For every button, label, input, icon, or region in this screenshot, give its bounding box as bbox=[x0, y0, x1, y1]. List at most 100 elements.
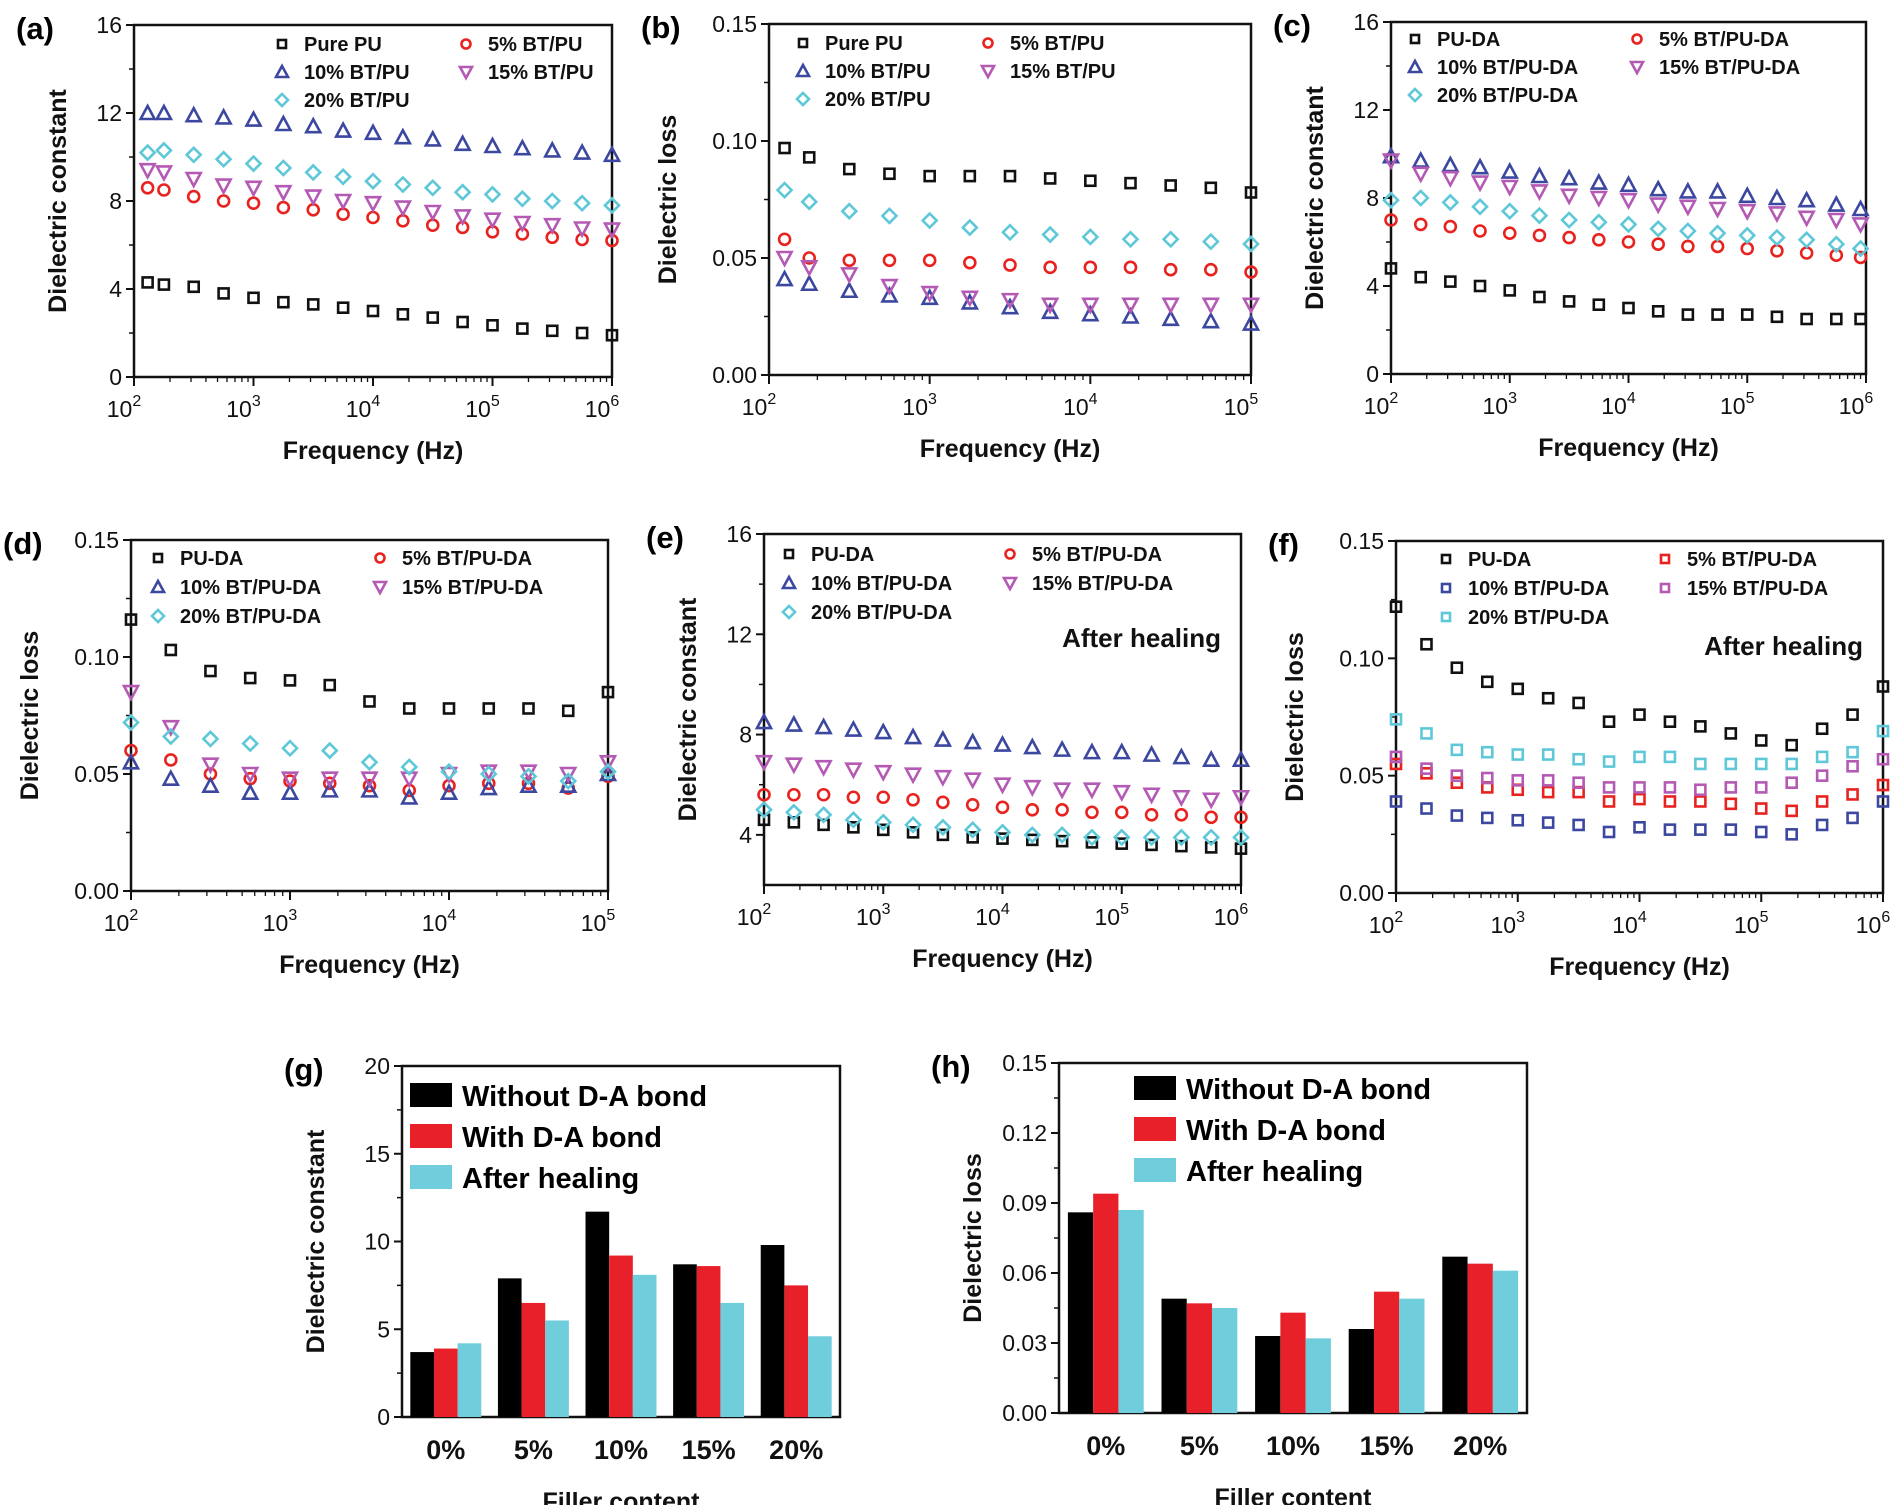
category-label: 5% bbox=[514, 1435, 553, 1465]
data-point bbox=[963, 732, 982, 750]
data-point bbox=[483, 185, 502, 204]
legend-label: 15% BT/PU-DA bbox=[1687, 578, 1828, 600]
data-point bbox=[1602, 781, 1616, 794]
x-tick-base: 10 bbox=[226, 396, 252, 422]
series-2 bbox=[775, 269, 1261, 331]
legend-label: 20% BT/PU-DA bbox=[811, 602, 952, 624]
data-point bbox=[1411, 150, 1430, 168]
data-point bbox=[154, 165, 174, 183]
data-point bbox=[1785, 804, 1798, 818]
data-point bbox=[1560, 211, 1578, 229]
data-point bbox=[605, 328, 619, 342]
data-point bbox=[1694, 757, 1707, 771]
data-point bbox=[923, 169, 936, 183]
y-tick-label: 0.15 bbox=[74, 527, 119, 553]
data-point bbox=[561, 704, 575, 718]
x-tick-base: 10 bbox=[737, 904, 763, 930]
data-point bbox=[141, 276, 154, 289]
data-point bbox=[1450, 809, 1464, 822]
data-point bbox=[575, 326, 589, 340]
legend-label: 5% BT/PU-DA bbox=[1659, 29, 1789, 51]
data-point bbox=[1473, 279, 1487, 293]
data-point bbox=[184, 171, 203, 189]
x-tick-exponent: 5 bbox=[1760, 909, 1769, 926]
data-point bbox=[306, 298, 320, 311]
data-point bbox=[840, 281, 859, 299]
legend-marker bbox=[371, 580, 389, 596]
x-tick-base: 10 bbox=[742, 394, 768, 420]
y-axis-title: Dielectric loss bbox=[1281, 632, 1309, 802]
data-point bbox=[1023, 737, 1042, 755]
legend-label: 15% BT/PU-DA bbox=[1032, 573, 1173, 595]
y-tick-label: 12 bbox=[96, 100, 122, 126]
y-tick-label: 0.10 bbox=[1339, 645, 1384, 671]
data-point bbox=[1768, 228, 1786, 247]
data-point bbox=[1678, 199, 1698, 217]
data-point bbox=[920, 288, 939, 306]
data-point bbox=[777, 232, 792, 247]
data-point bbox=[1851, 199, 1870, 217]
data-point bbox=[1799, 246, 1814, 260]
data-point bbox=[453, 209, 472, 227]
legend-label: 20% BT/PU-DA bbox=[180, 606, 321, 628]
data-point bbox=[1443, 219, 1458, 234]
data-point bbox=[1470, 175, 1490, 193]
data-point bbox=[1592, 298, 1606, 312]
data-point bbox=[1441, 155, 1460, 173]
data-point bbox=[363, 123, 383, 141]
data-point bbox=[243, 671, 257, 685]
y-tick-label: 0 bbox=[109, 364, 122, 390]
x-tick-base: 10 bbox=[902, 394, 928, 420]
data-point bbox=[1420, 802, 1433, 815]
data-point bbox=[1420, 762, 1433, 775]
data-point bbox=[963, 772, 982, 790]
data-point bbox=[1663, 795, 1677, 808]
data-point bbox=[1172, 789, 1191, 807]
data-point bbox=[201, 757, 220, 775]
data-point bbox=[1711, 308, 1724, 321]
bar bbox=[1067, 1212, 1094, 1413]
data-point bbox=[394, 175, 412, 194]
bar bbox=[1467, 1263, 1493, 1413]
data-point bbox=[1572, 776, 1585, 790]
data-point bbox=[122, 713, 140, 732]
bar bbox=[1212, 1308, 1238, 1413]
data-point bbox=[1724, 823, 1738, 836]
bar bbox=[1255, 1336, 1281, 1413]
data-point bbox=[1754, 757, 1768, 771]
data-point bbox=[1846, 811, 1859, 825]
bar bbox=[433, 1348, 458, 1417]
y-tick-label: 12 bbox=[726, 621, 752, 647]
y-tick-label: 0.00 bbox=[74, 878, 119, 904]
legend-label: PU-DA bbox=[180, 548, 243, 570]
data-point bbox=[366, 304, 380, 318]
data-point bbox=[1082, 782, 1102, 800]
x-tick-label: 105 bbox=[1224, 391, 1259, 420]
x-tick-exponent: 4 bbox=[1627, 390, 1636, 407]
x-tick-exponent: 5 bbox=[1249, 391, 1258, 408]
data-point bbox=[1511, 682, 1525, 696]
data-point bbox=[456, 315, 469, 329]
data-point bbox=[1592, 233, 1606, 247]
x-axis-title: Frequency (Hz) bbox=[283, 437, 464, 465]
data-point bbox=[1389, 750, 1403, 764]
series-3 bbox=[138, 162, 622, 240]
data-point bbox=[519, 775, 538, 794]
data-point bbox=[1084, 174, 1097, 188]
data-point bbox=[241, 734, 260, 753]
data-point bbox=[1204, 841, 1218, 854]
data-point bbox=[993, 823, 1012, 842]
data-point bbox=[1244, 265, 1258, 279]
x-tick-exponent: 5 bbox=[491, 393, 500, 410]
x-tick-label: 104 bbox=[1612, 909, 1647, 938]
series-1 bbox=[757, 787, 1248, 825]
x-tick-base: 10 bbox=[1483, 393, 1509, 419]
x-tick-base: 10 bbox=[1369, 912, 1395, 938]
legend-marker bbox=[457, 65, 475, 81]
data-point bbox=[1055, 802, 1069, 817]
data-point bbox=[1681, 239, 1695, 254]
data-point bbox=[1619, 215, 1638, 234]
data-point bbox=[1000, 292, 1020, 310]
legend-marker bbox=[1631, 33, 1643, 45]
